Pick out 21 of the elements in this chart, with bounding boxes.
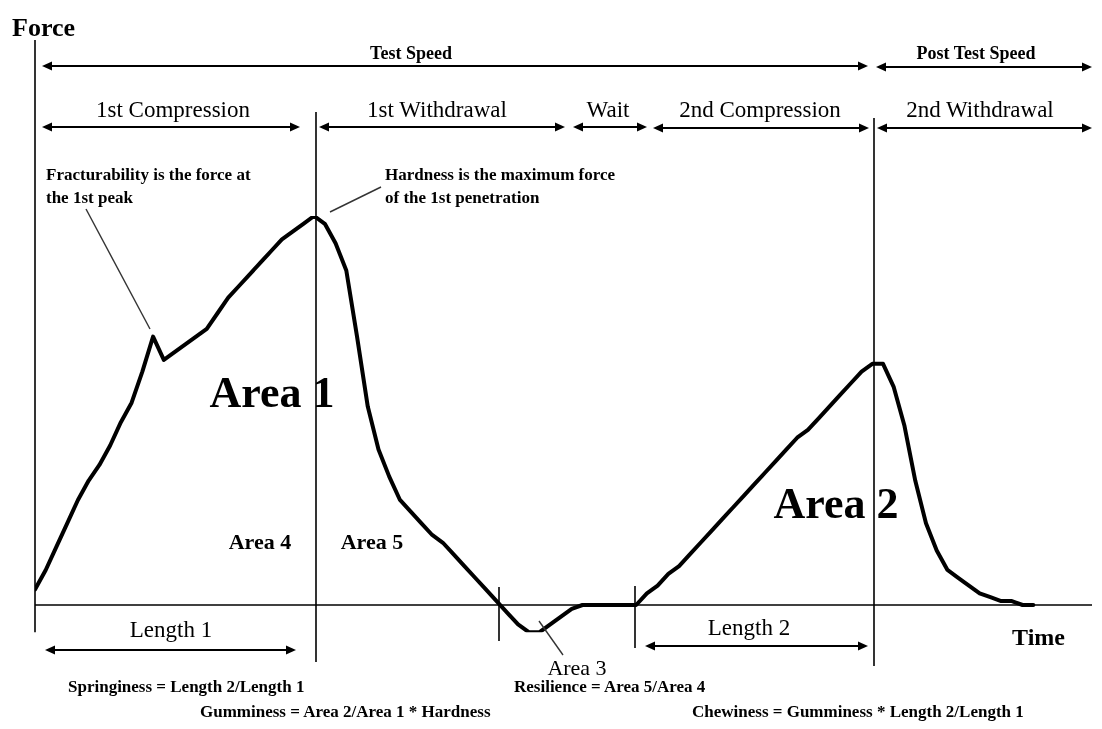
- text: Springiness = Length 2/Length 1: [68, 677, 305, 696]
- text: Fracturability is the force at the 1st peak: [46, 165, 251, 207]
- text: 2nd Withdrawal: [906, 97, 1054, 122]
- text: 2nd Compression: [679, 97, 842, 122]
- text: 1st Compression: [96, 97, 251, 122]
- text: Area 3: [547, 654, 607, 680]
- annotation: Length 2: [707, 615, 791, 640]
- text: Chewiness = Gumminess * Length 2/Length 1: [692, 702, 1024, 721]
- annotation: Length 1: [129, 617, 213, 642]
- annotation: Area 2: [773, 478, 899, 528]
- x-axis-title: Time: [1012, 624, 1066, 650]
- text: 1st Withdrawal: [367, 97, 507, 122]
- text: Gumminess = Area 2/Area 1 * Hardness: [200, 702, 491, 721]
- annotation: Area 5: [340, 528, 404, 554]
- text: Hardness is the maximum force of the 1st penetration: [385, 165, 616, 207]
- text: Force: [12, 13, 76, 42]
- annotation: Area 4: [228, 528, 292, 554]
- text: Resilience = Area 5/Area 4: [514, 677, 706, 696]
- text: Test Speed: [370, 43, 452, 63]
- text: Wait: [586, 97, 631, 122]
- text: Post Test Speed: [916, 43, 1036, 63]
